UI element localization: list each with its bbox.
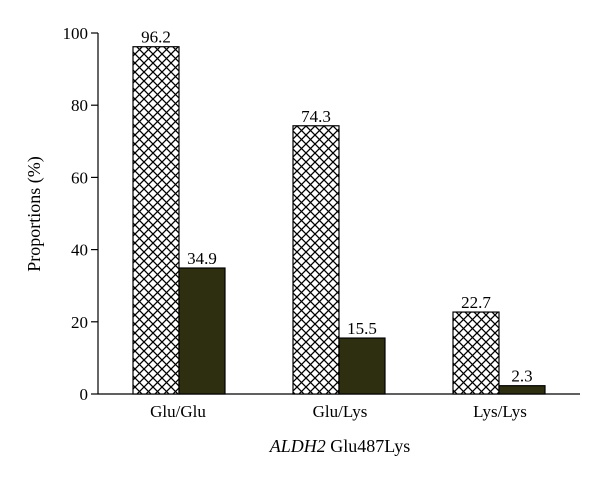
y-axis: 0 20 40 60 80 100 xyxy=(63,24,99,404)
x-tick-label: Glu/Glu xyxy=(150,402,206,421)
bar-value-label: 15.5 xyxy=(347,319,377,338)
bar-value-label: 96.2 xyxy=(141,28,171,47)
bar-solid xyxy=(498,385,546,395)
bar-value-label: 34.9 xyxy=(187,249,217,268)
bar-value-label: 74.3 xyxy=(301,107,331,126)
data-labels: 96.2 74.3 22.7 34.9 15.5 2.3 xyxy=(141,28,533,386)
x-tick-label: Lys/Lys xyxy=(473,402,527,421)
bar-solid xyxy=(338,337,386,395)
x-tick-label: Glu/Lys xyxy=(313,402,368,421)
x-axis-title: ALDH2 Glu487Lys xyxy=(269,436,411,456)
y-tick-label: 60 xyxy=(71,168,88,187)
bars xyxy=(132,46,546,395)
bar-hatched xyxy=(292,125,340,395)
y-tick-label: 80 xyxy=(71,96,88,115)
y-tick-label: 100 xyxy=(63,24,89,43)
y-tick-label: 20 xyxy=(71,313,88,332)
y-tick-label: 0 xyxy=(80,385,89,404)
bar-hatched xyxy=(452,311,500,395)
x-axis: Glu/Glu Glu/Lys Lys/Lys xyxy=(98,393,580,421)
x-axis-title-gene: ALDH2 xyxy=(269,436,326,456)
y-tick-label: 40 xyxy=(71,241,88,260)
x-axis-title-variant: Glu487Lys xyxy=(326,436,411,456)
bar-value-label: 22.7 xyxy=(461,293,491,312)
bar-solid xyxy=(178,267,226,395)
bar-value-label: 2.3 xyxy=(511,367,532,386)
bar-hatched xyxy=(132,46,180,395)
y-axis-title: Proportions (%) xyxy=(24,156,45,272)
